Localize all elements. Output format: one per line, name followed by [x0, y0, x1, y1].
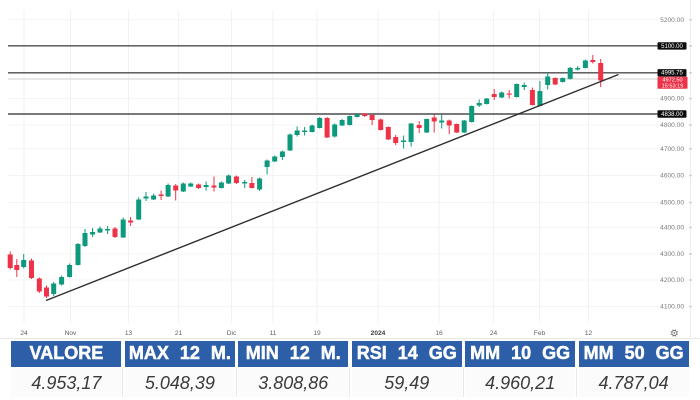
svg-text:5200.00: 5200.00	[660, 17, 684, 24]
svg-text:4600.00: 4600.00	[660, 173, 684, 180]
svg-text:24: 24	[20, 330, 28, 337]
svg-text:11: 11	[270, 330, 277, 337]
svg-text:12: 12	[585, 330, 593, 337]
svg-text:4800.00: 4800.00	[660, 122, 684, 129]
svg-text:4400.00: 4400.00	[660, 225, 684, 232]
svg-text:21: 21	[175, 330, 183, 337]
svg-text:4300.00: 4300.00	[660, 251, 684, 258]
svg-text:4200.00: 4200.00	[660, 277, 684, 284]
svg-text:13: 13	[125, 330, 133, 337]
svg-text:16: 16	[435, 330, 443, 337]
svg-text:5100.00: 5100.00	[661, 44, 683, 50]
svg-text:4838.00: 4838.00	[661, 112, 683, 118]
svg-text:19: 19	[313, 330, 321, 337]
svg-text:4500.00: 4500.00	[660, 200, 684, 207]
svg-text:4900.00: 4900.00	[660, 96, 684, 103]
svg-text:4995.75: 4995.75	[661, 71, 683, 77]
svg-text:15:53:19: 15:53:19	[662, 83, 684, 89]
svg-text:4700.00: 4700.00	[660, 146, 684, 153]
svg-text:4972.50: 4972.50	[662, 78, 682, 84]
svg-text:Nov: Nov	[65, 330, 77, 337]
svg-text:24: 24	[490, 330, 498, 337]
svg-text:2024: 2024	[371, 330, 386, 337]
svg-text:Dic: Dic	[227, 330, 237, 337]
svg-text:4100.00: 4100.00	[660, 304, 684, 311]
svg-text:Feb: Feb	[534, 330, 546, 337]
